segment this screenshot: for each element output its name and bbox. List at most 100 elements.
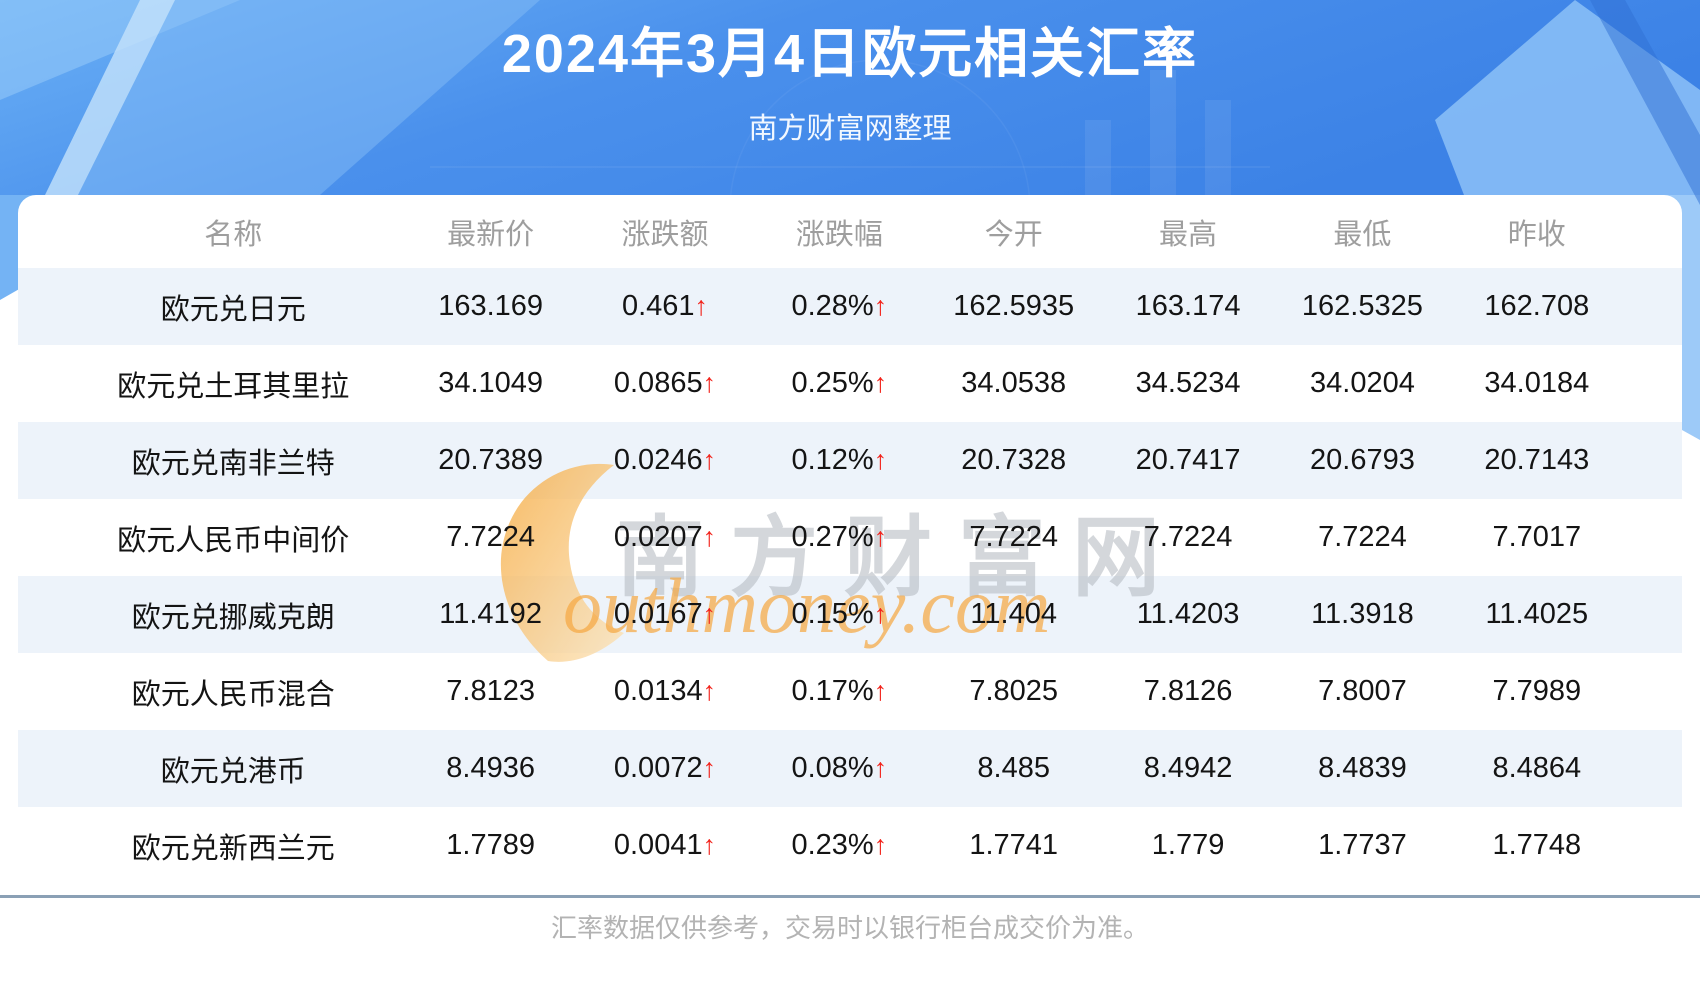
up-arrow-icon: ↑ (873, 522, 888, 552)
cell-high: 20.7417 (1135, 444, 1241, 476)
cell-prev-close: 8.4864 (1492, 752, 1582, 784)
cell-low: 7.8007 (1318, 675, 1407, 707)
rates-table: 名称 最新价 涨跌额 涨跌幅 今开 最高 最低 昨收 欧元兑日元 163.169 0.461↑ 0.… (18, 195, 1624, 884)
table-row: 欧元兑挪威克朗 11.4192 0.0167↑ 0.15%↑ 11.404 11.4203… (18, 576, 1624, 653)
cell-latest: 34.1049 (438, 367, 544, 399)
page-title: 2024年3月4日欧元相关汇率 (501, 24, 1199, 84)
cell-open: 162.5935 (953, 290, 1075, 322)
cell-change-pct: 0.15%↑ (791, 598, 888, 630)
cell-high: 11.4203 (1136, 598, 1240, 630)
cell-change: 0.0865↑ (613, 367, 717, 399)
cell-name: 欧元兑日元 (160, 293, 306, 326)
cell-open: 1.7741 (969, 829, 1059, 861)
cell-name: 欧元人民币中间价 (117, 524, 350, 557)
cell-prev-close: 7.7017 (1492, 521, 1582, 553)
up-arrow-icon: ↑ (873, 291, 888, 321)
cell-high: 34.5234 (1135, 367, 1241, 399)
cell-change-pct: 0.28%↑ (791, 290, 888, 322)
up-arrow-icon: ↑ (873, 599, 888, 629)
cell-low: 34.0204 (1310, 367, 1415, 399)
cell-low: 1.7737 (1318, 829, 1407, 861)
cell-low: 20.6793 (1310, 444, 1415, 476)
column-header: 最高 (1159, 218, 1218, 251)
cell-prev-close: 162.708 (1484, 290, 1590, 322)
column-header: 涨跌幅 (795, 218, 883, 251)
up-arrow-icon: ↑ (702, 599, 717, 629)
cell-change: 0.0167↑ (613, 598, 717, 630)
up-arrow-icon: ↑ (873, 753, 888, 783)
table-row: 欧元人民币混合 7.8123 0.0134↑ 0.17%↑ 7.8025 7.8126 7.… (18, 653, 1624, 730)
cell-open: 8.485 (977, 752, 1050, 784)
cell-name: 欧元人民币混合 (131, 678, 335, 711)
cell-change-pct: 0.17%↑ (791, 675, 888, 707)
cell-latest: 20.7389 (438, 444, 544, 476)
up-arrow-icon: ↑ (702, 522, 717, 552)
cell-low: 162.5325 (1301, 290, 1423, 322)
cell-name: 欧元兑港币 (160, 755, 306, 788)
cell-prev-close: 20.7143 (1484, 444, 1590, 476)
column-header: 涨跌额 (621, 218, 709, 251)
cell-change: 0.0041↑ (613, 829, 717, 861)
cell-name: 欧元兑挪威克朗 (131, 601, 335, 634)
row-stripe (18, 268, 1682, 345)
cell-latest: 7.7224 (446, 521, 535, 553)
cell-high: 7.8126 (1143, 675, 1233, 707)
cell-change-pct: 0.25%↑ (791, 367, 888, 399)
rates-card: 南方财富网 outhmoney.com 名称 最新价 涨跌额 涨跌幅 今开 最高 最低 昨收 … (18, 195, 1682, 884)
footer-note: 汇率数据仅供参考，交易时以银行柜台成交价为准。 (550, 913, 1149, 943)
footer-divider (0, 895, 1700, 898)
cell-prev-close: 34.0184 (1484, 367, 1590, 399)
cell-open: 34.0538 (961, 367, 1067, 399)
cell-latest: 163.169 (438, 290, 544, 322)
row-stripe (18, 422, 1682, 499)
cell-change-pct: 0.08%↑ (791, 752, 888, 784)
up-arrow-icon: ↑ (873, 445, 888, 475)
cell-prev-close: 1.7748 (1492, 829, 1582, 861)
cell-change-pct: 0.27%↑ (791, 521, 888, 553)
cell-change: 0.0246↑ (613, 444, 717, 476)
up-arrow-icon: ↑ (702, 445, 717, 475)
banner: 2024年3月4日欧元相关汇率 南方财富网整理 (0, 0, 1700, 195)
cell-change-pct: 0.23%↑ (791, 829, 888, 861)
cell-open: 7.8025 (969, 675, 1059, 707)
cell-name: 欧元兑新西兰元 (131, 832, 335, 865)
column-header: 今开 (984, 218, 1043, 251)
up-arrow-icon: ↑ (702, 676, 717, 706)
banner-decoration (0, 0, 1700, 440)
cell-low: 8.4839 (1318, 752, 1407, 784)
cell-change: 0.0134↑ (613, 675, 717, 707)
cell-change: 0.0207↑ (613, 521, 717, 553)
column-header: 昨收 (1507, 218, 1566, 251)
cell-high: 163.174 (1135, 290, 1241, 322)
cell-latest: 11.4192 (439, 598, 542, 630)
up-arrow-icon: ↑ (873, 368, 888, 398)
row-stripe (18, 730, 1682, 807)
cell-change: 0.0072↑ (613, 752, 717, 784)
cell-prev-close: 7.7989 (1492, 675, 1582, 707)
up-arrow-icon: ↑ (702, 753, 717, 783)
cell-low: 11.3918 (1311, 598, 1414, 630)
table-row: 欧元兑港币 8.4936 0.0072↑ 0.08%↑ 8.485 8.4942 8.483… (18, 730, 1624, 807)
cell-low: 7.7224 (1318, 521, 1407, 553)
cell-prev-close: 11.4025 (1485, 598, 1589, 630)
column-header: 名称 (204, 218, 263, 251)
up-arrow-icon: ↑ (702, 368, 717, 398)
cell-open: 20.7328 (961, 444, 1067, 476)
cell-latest: 1.7789 (446, 829, 535, 861)
cell-high: 7.7224 (1143, 521, 1233, 553)
cell-open: 11.404 (970, 598, 1057, 630)
up-arrow-icon: ↑ (873, 676, 888, 706)
table-row: 欧元兑南非兰特 20.7389 0.0246↑ 0.12%↑ 20.7328 20.741… (18, 422, 1624, 499)
up-arrow-icon: ↑ (702, 830, 717, 860)
cell-high: 1.779 (1151, 829, 1225, 861)
column-header: 最低 (1333, 218, 1392, 251)
page-subtitle: 南方财富网整理 (748, 113, 952, 145)
table-row: 欧元兑日元 163.169 0.461↑ 0.28%↑ 162.5935 163.174 1… (18, 268, 1624, 345)
row-stripe (18, 576, 1682, 653)
up-arrow-icon: ↑ (694, 291, 709, 321)
cell-change-pct: 0.12%↑ (791, 444, 888, 476)
cell-name: 欧元兑土耳其里拉 (117, 370, 350, 403)
cell-latest: 8.4936 (446, 752, 535, 784)
table-header-row: 名称 最新价 涨跌额 涨跌幅 今开 最高 最低 昨收 (18, 195, 1624, 268)
